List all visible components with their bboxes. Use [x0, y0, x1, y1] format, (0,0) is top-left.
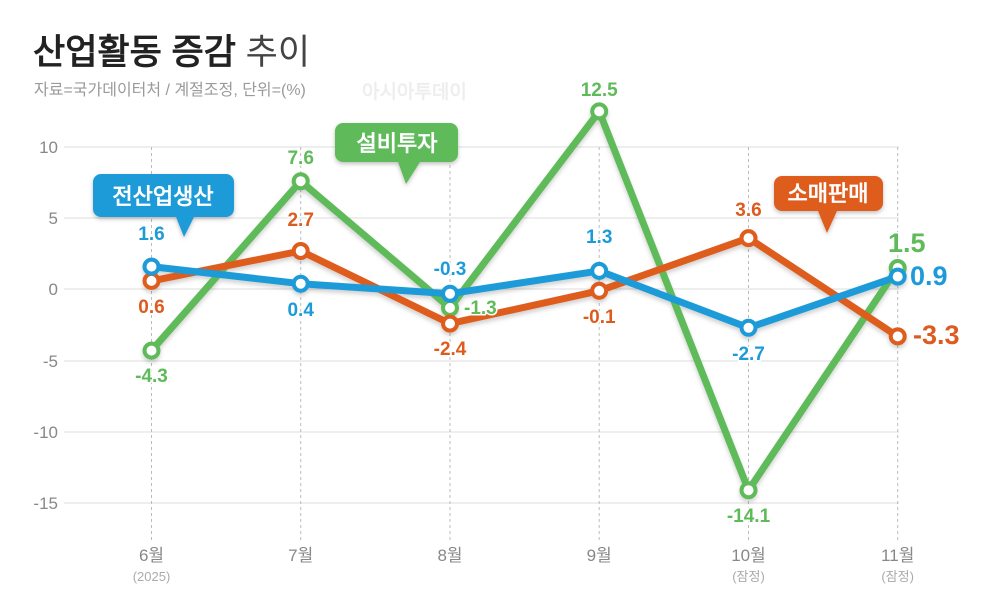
svg-text:7.6: 7.6 [287, 148, 313, 169]
svg-text:-2.7: -2.7 [732, 344, 765, 365]
svg-text:-14.1: -14.1 [727, 506, 771, 527]
svg-text:1.5: 1.5 [888, 228, 926, 258]
svg-text:11월: 11월 [881, 546, 914, 565]
svg-text:전산업생산: 전산업생산 [112, 184, 213, 209]
svg-text:0.6: 0.6 [138, 297, 164, 318]
svg-text:9월: 9월 [587, 546, 612, 565]
svg-text:6월: 6월 [139, 546, 164, 565]
svg-text:10: 10 [39, 138, 58, 157]
svg-text:12.5: 12.5 [581, 80, 618, 101]
svg-text:2.7: 2.7 [287, 210, 313, 231]
svg-text:0.9: 0.9 [910, 261, 948, 291]
svg-text:(2025): (2025) [133, 569, 171, 584]
svg-text:5: 5 [49, 209, 58, 228]
svg-text:(잠정): (잠정) [732, 569, 765, 584]
svg-text:소매판매: 소매판매 [788, 181, 869, 206]
svg-text:설비투자: 설비투자 [357, 131, 439, 156]
svg-text:1.6: 1.6 [138, 224, 164, 245]
svg-text:-10: -10 [33, 423, 58, 442]
svg-text:0: 0 [49, 280, 58, 299]
svg-text:-4.3: -4.3 [135, 366, 168, 387]
svg-text:8월: 8월 [437, 546, 462, 565]
svg-text:7월: 7월 [288, 546, 313, 565]
svg-text:0.4: 0.4 [287, 300, 314, 321]
svg-text:10월: 10월 [731, 546, 766, 565]
svg-text:-0.1: -0.1 [583, 307, 616, 328]
svg-text:3.6: 3.6 [735, 200, 761, 221]
svg-text:-1.3: -1.3 [464, 298, 497, 319]
svg-text:-2.4: -2.4 [434, 339, 467, 360]
svg-text:-5: -5 [43, 352, 58, 371]
svg-text:(잠정): (잠정) [881, 569, 914, 584]
svg-text:-0.3: -0.3 [434, 259, 467, 280]
svg-text:-15: -15 [33, 494, 58, 513]
svg-text:-3.3: -3.3 [913, 320, 960, 350]
svg-text:1.3: 1.3 [586, 227, 612, 248]
